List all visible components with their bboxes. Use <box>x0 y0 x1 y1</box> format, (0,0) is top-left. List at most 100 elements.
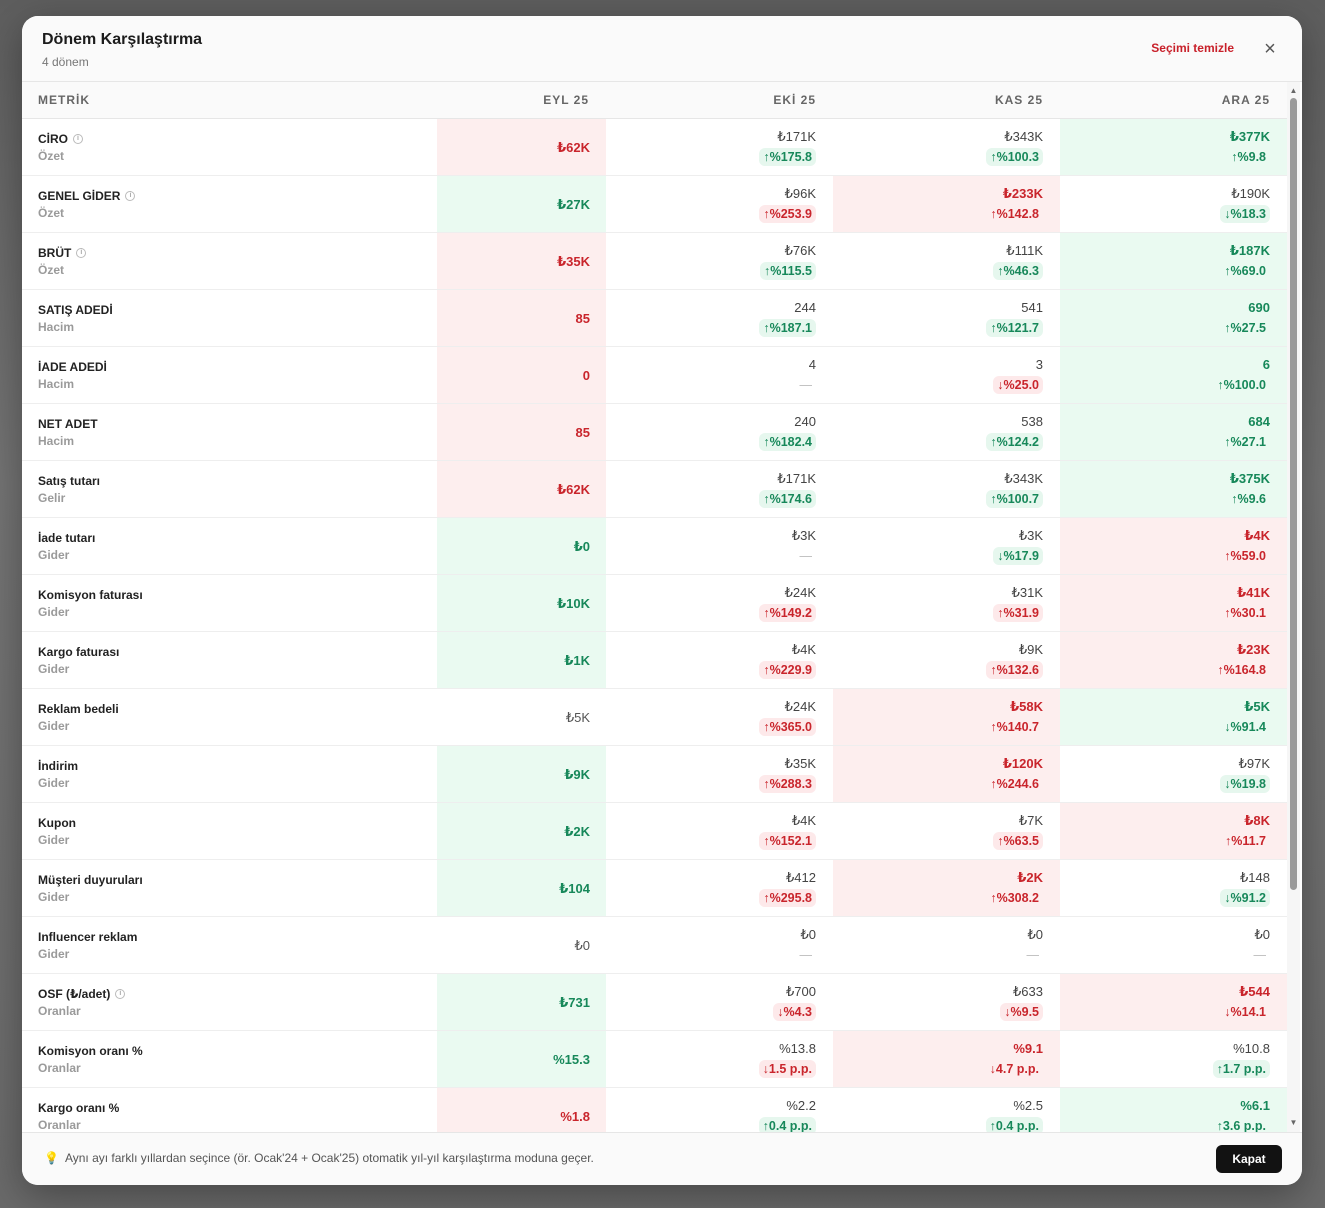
change-badge: ↑%229.9 <box>759 661 816 679</box>
value-cell: ₺343K ↑%100.7 <box>833 461 1060 517</box>
table-row: OSF (₺/adet) i Oranlar ₺731 ₺700 ↓%4.3 ₺633 ↓%9… <box>22 974 1287 1031</box>
change-badge: ↑3.6 p.p. <box>1216 1119 1266 1132</box>
value-cell: 240 ↑%182.4 <box>606 404 833 460</box>
metric-category: Özet <box>38 206 65 220</box>
close-button[interactable]: Kapat <box>1216 1145 1282 1173</box>
change-badge: — <box>1026 948 1040 962</box>
cell-value: %2.2 <box>786 1098 816 1113</box>
change-badge: ↑%46.3 <box>993 262 1043 280</box>
metric-category: Gider <box>38 719 70 733</box>
metric-cell: Satış tutarı Gelir <box>22 461 437 517</box>
change-badge: ↑%174.6 <box>759 490 816 508</box>
change-badge: ↑%30.1 <box>1224 606 1266 620</box>
change-badge: ↑%69.0 <box>1224 264 1266 278</box>
metric-category: Gider <box>38 776 70 790</box>
value-cell: 684 ↑%27.1 <box>1060 404 1287 460</box>
table-row: İndirim Gider ₺9K ₺35K ↑%288.3 ₺120K ↑%244.6 ₺9… <box>22 746 1287 803</box>
change-badge: ↓1.5 p.p. <box>758 1060 816 1078</box>
scroll-up-icon[interactable]: ▲ <box>1289 86 1298 95</box>
value-cell: 538 ↑%124.2 <box>833 404 1060 460</box>
change-badge: ↑%132.6 <box>986 661 1043 679</box>
cell-value: ₺10K <box>557 595 590 611</box>
metric-label: Komisyon faturası <box>38 588 143 602</box>
info-icon[interactable]: i <box>76 248 87 258</box>
change-badge: ↑1.7 p.p. <box>1212 1060 1270 1078</box>
info-icon[interactable]: i <box>73 134 83 144</box>
table-row: Reklam bedeli Gider ₺5K ₺24K ↑%365.0 ₺58K ↑%14… <box>22 689 1287 746</box>
cell-value: 244 <box>794 300 816 315</box>
table-row: Kupon Gider ₺2K ₺4K ↑%152.1 ₺7K ↑%63.5 ₺8K ↑%11.… <box>22 803 1287 860</box>
table-row: Komisyon oranı % Oranlar %15.3 %13.8 ↓1.5 p.… <box>22 1031 1287 1088</box>
value-cell: ₺120K ↑%244.6 <box>833 746 1060 802</box>
metric-cell: GENEL GİDER i Özet <box>22 176 437 232</box>
scrollbar-thumb[interactable] <box>1290 98 1297 890</box>
change-badge: ↓%17.9 <box>993 547 1043 565</box>
value-cell: ₺148 ↓%91.2 <box>1060 860 1287 916</box>
change-badge: ↑%9.6 <box>1231 492 1266 506</box>
metric-cell: Influencer reklam Gider <box>22 917 437 973</box>
value-cell: ₺5K <box>437 689 606 745</box>
table-row: İADE ADEDİ Hacim 0 4—3 ↓%25.0 6 ↑%100.0 <box>22 347 1287 404</box>
value-cell: ₺24K ↑%149.2 <box>606 575 833 631</box>
cell-value: ₺375K <box>1229 471 1270 486</box>
cell-value: ₺187K <box>1229 243 1270 258</box>
cell-value: ₺8K <box>1244 813 1270 828</box>
value-cell: ₺58K ↑%140.7 <box>833 689 1060 745</box>
vertical-scrollbar[interactable]: ▲ ▼ <box>1287 82 1300 1132</box>
clear-selection-button[interactable]: Seçimi temizle <box>1151 41 1234 55</box>
value-cell: ₺23K ↑%164.8 <box>1060 632 1287 688</box>
metric-name: Müşteri duyuruları <box>38 873 437 887</box>
close-icon[interactable]: × <box>1264 38 1276 60</box>
cell-value: ₺412 <box>786 870 816 885</box>
cell-value: %2.5 <box>1013 1098 1043 1113</box>
cell-value: ₺700 <box>786 984 816 999</box>
metric-cell: Müşteri duyuruları Gider <box>22 860 437 916</box>
info-icon[interactable]: i <box>125 191 136 201</box>
change-badge: ↑%288.3 <box>759 775 816 793</box>
cell-value: ₺27K <box>557 196 590 212</box>
period-comparison-dialog: Dönem Karşılaştırma 4 dönem Seçimi temiz… <box>22 16 1302 1185</box>
table-header: METRİK EYL 25 EKİ 25 KAS 25 ARA 25 <box>22 82 1287 119</box>
metric-label: İADE ADEDİ <box>38 360 107 374</box>
metric-category: Gelir <box>38 491 66 505</box>
cell-value: 4 <box>808 357 816 372</box>
table-row: Satış tutarı Gelir ₺62K ₺171K ↑%174.6 ₺343K ↑%… <box>22 461 1287 518</box>
cell-value: ₺31K <box>1011 585 1043 600</box>
change-badge: ↓%91.2 <box>1220 889 1270 907</box>
change-badge: ↑%11.7 <box>1224 834 1266 848</box>
info-icon[interactable]: i <box>115 989 126 999</box>
value-cell: ₺412 ↑%295.8 <box>606 860 833 916</box>
metric-category: Hacim <box>38 434 75 448</box>
cell-value: ₺0 <box>1027 927 1043 942</box>
cell-value: ₺41K <box>1237 585 1270 600</box>
value-cell: ₺343K ↑%100.3 <box>833 119 1060 175</box>
change-badge: ↑%253.9 <box>759 205 816 223</box>
change-badge: ↑%59.0 <box>1224 549 1266 563</box>
column-header-period: KAS 25 <box>994 93 1043 107</box>
change-badge: ↓%9.5 <box>1000 1003 1043 1021</box>
value-cell: 690 ↑%27.5 <box>1060 290 1287 346</box>
cell-value: ₺233K <box>1002 186 1043 201</box>
hint-text-container: 💡 Aynı ayı farklı yıllardan seçince (ör.… <box>44 1151 594 1165</box>
metric-name: Kargo faturası <box>38 645 437 659</box>
value-cell: ₺171K ↑%174.6 <box>606 461 833 517</box>
value-cell: ₺97K ↓%19.8 <box>1060 746 1287 802</box>
value-cell: ₺2K <box>437 803 606 859</box>
metric-cell: Kupon Gider <box>22 803 437 859</box>
value-cell: 4— <box>606 347 833 403</box>
cell-value: ₺148 <box>1240 870 1270 885</box>
value-cell: %13.8 ↓1.5 p.p. <box>606 1031 833 1087</box>
cell-value: ₺23K <box>1237 642 1270 657</box>
metric-name: Satış tutarı <box>38 474 437 488</box>
cell-value: ₺120K <box>1002 756 1043 771</box>
metric-category: Oranlar <box>38 1061 81 1075</box>
scroll-down-icon[interactable]: ▼ <box>1289 1118 1298 1127</box>
metric-label: Kupon <box>38 816 76 830</box>
value-cell: ₺27K <box>437 176 606 232</box>
metric-cell: Komisyon faturası Gider <box>22 575 437 631</box>
metric-cell: SATIŞ ADEDİ Hacim <box>22 290 437 346</box>
cell-value: ₺190K <box>1231 186 1270 201</box>
dialog-subtitle: 4 dönem <box>42 55 89 69</box>
metric-label: Komisyon oranı % <box>38 1044 143 1058</box>
cell-value: ₺0 <box>1254 927 1270 942</box>
